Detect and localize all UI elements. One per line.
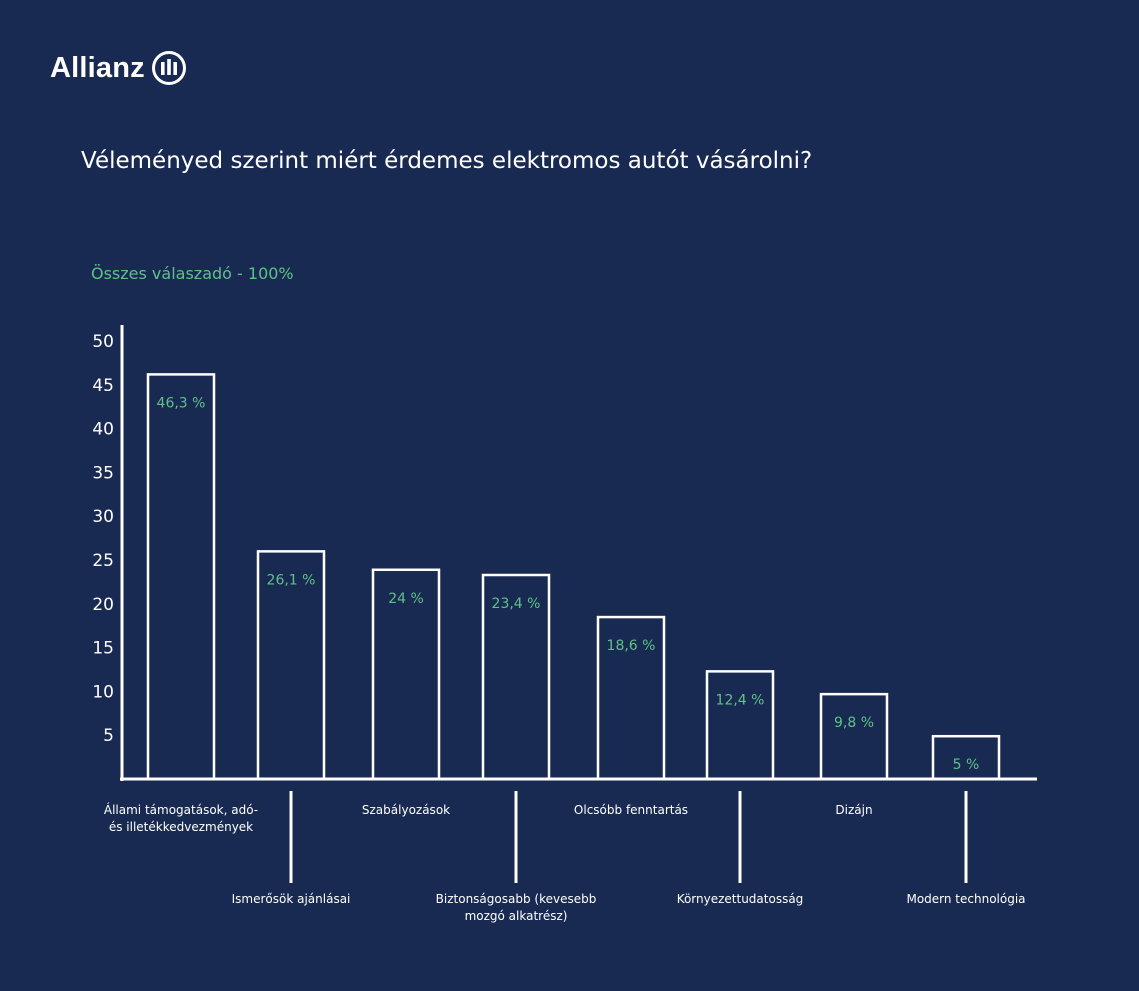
y-tick-label: 40 [92,420,114,440]
allianz-logo: Allianz [50,50,187,86]
category-label: Szabályozások [362,803,450,817]
y-tick-label: 5 [103,726,114,746]
bar [819,692,889,781]
category-label: Olcsóbb fenntartás [574,803,688,817]
bar-value-label: 46,3 % [157,395,206,411]
bar [705,670,775,781]
category-label: Biztonságosabb (kevesebb [436,892,597,906]
bar-value-label: 23,4 % [492,596,541,612]
bar [371,568,441,781]
y-tick-label: 35 [92,463,114,483]
bar [481,573,551,781]
category-label: és illetékkedvezmények [109,820,253,834]
bar-value-label: 12,4 % [716,692,765,708]
bar-value-label: 24 % [388,591,424,607]
category-label: Állami támogatások, adó- [104,802,258,817]
brand-name: Allianz [50,51,145,84]
bar-value-label: 26,1 % [267,572,316,588]
category-label: Ismerősök ajánlásai [232,892,351,906]
y-tick-label: 20 [92,595,114,615]
bar [256,550,326,781]
chart-subtitle: Összes válaszadó - 100% [91,264,294,283]
bar [146,373,216,781]
category-label: mozgó alkatrész) [465,909,568,923]
bar-value-label: 18,6 % [607,638,656,654]
y-tick-label: 50 [92,332,114,352]
allianz-eagle-icon [151,51,186,85]
y-tick-label: 30 [92,507,114,527]
y-tick-label: 15 [92,639,114,659]
bar-value-label: 9,8 % [834,715,874,731]
category-label: Környezettudatosság [677,892,804,906]
bar [596,615,666,781]
chart-title: Véleményed szerint miért érdemes elektro… [81,148,813,174]
category-label: Modern technológia [906,892,1025,906]
y-tick-label: 25 [92,551,114,571]
bar [931,734,1001,781]
bar-value-label: 5 % [953,757,980,773]
y-tick-label: 45 [92,376,114,396]
y-tick-label: 10 [92,682,114,702]
category-label: Dizájn [835,803,872,817]
